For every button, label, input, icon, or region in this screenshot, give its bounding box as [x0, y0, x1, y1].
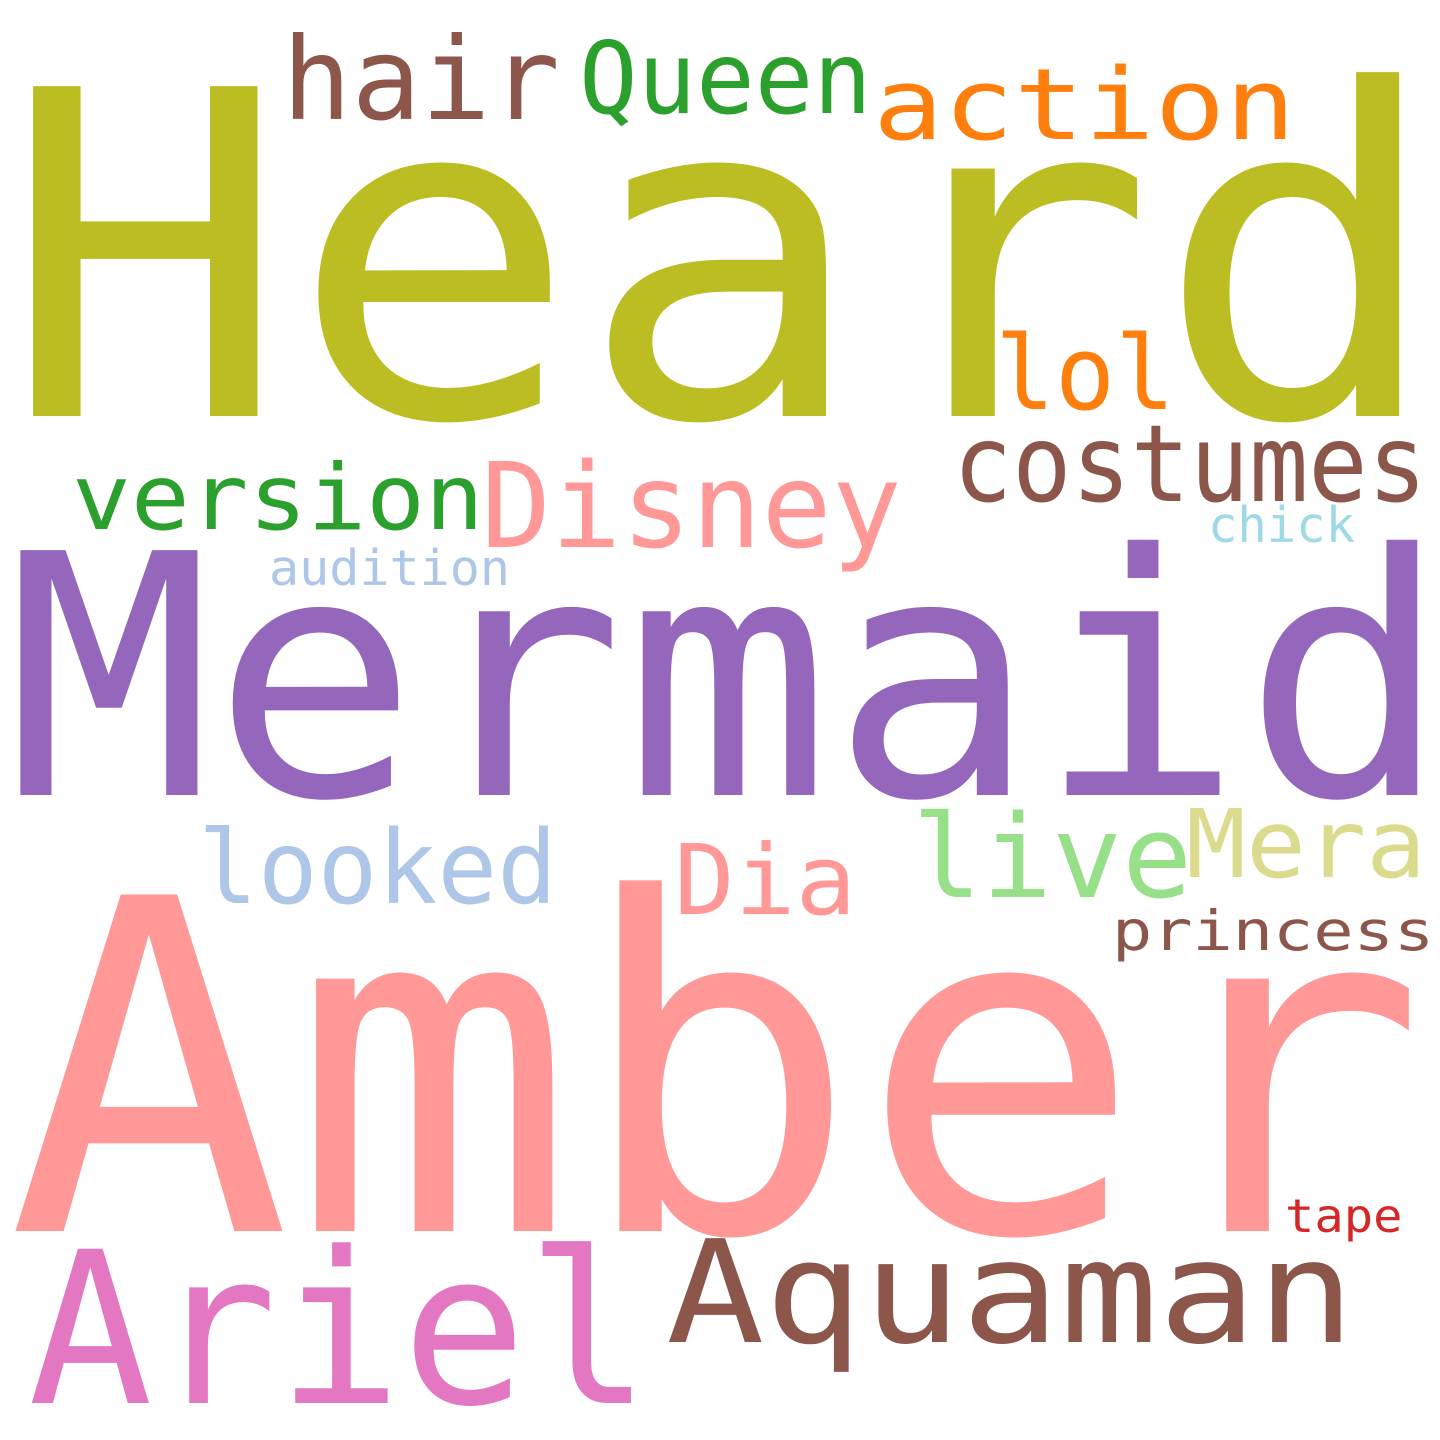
- word-looked: looked: [198, 808, 558, 927]
- word-ariel: Ariel: [27, 1206, 651, 1440]
- word-tape: tape: [1285, 1189, 1403, 1244]
- word-live: live: [911, 790, 1193, 925]
- word-dia: Dia: [673, 824, 857, 938]
- word-princess: princess: [1111, 899, 1435, 965]
- word-hair: hair: [281, 12, 560, 146]
- word-version: version: [72, 446, 484, 552]
- word-chick: chick: [1207, 495, 1355, 554]
- word-heard: Heard: [1, 0, 1440, 523]
- word-action: action: [872, 48, 1296, 163]
- word-lol: lol: [995, 314, 1176, 434]
- word-aquaman: Aquaman: [666, 1210, 1356, 1377]
- word-amber: Amber: [7, 802, 1428, 1340]
- word-mera: Mera: [1186, 790, 1427, 901]
- word-audition: audition: [268, 541, 511, 598]
- word-mermaid: Mermaid: [6, 484, 1440, 876]
- word-disney: Disney: [481, 438, 902, 576]
- word-queen: Queen: [579, 20, 872, 137]
- word-costumes: costumes: [953, 402, 1428, 527]
